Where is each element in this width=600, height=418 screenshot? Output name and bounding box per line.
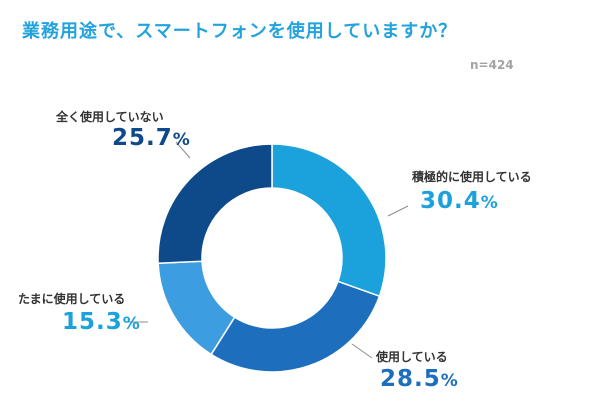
- leader-line-3: [175, 141, 191, 159]
- donut-slice-1: [210, 280, 381, 373]
- category-label-3: 全く使用していない: [56, 110, 164, 124]
- leader-line-0: [387, 205, 409, 217]
- donut-slice-0: [271, 143, 387, 298]
- donut-slice-3: [157, 143, 273, 264]
- value-label-1: 28.5%: [380, 366, 459, 392]
- sample-size: n=424: [470, 58, 514, 72]
- category-label-0: 積極的に使用している: [412, 170, 532, 184]
- leader-line-1: [351, 343, 373, 359]
- value-label-2: 15.3%: [62, 309, 141, 335]
- value-label-3: 25.7%: [112, 125, 191, 151]
- category-label-1: 使用している: [376, 350, 448, 364]
- category-label-2: たまに使用している: [18, 292, 126, 306]
- chart-title: 業務用途で、スマートフォンを使用していますか？: [22, 21, 458, 42]
- value-label-0: 30.4%: [420, 188, 499, 214]
